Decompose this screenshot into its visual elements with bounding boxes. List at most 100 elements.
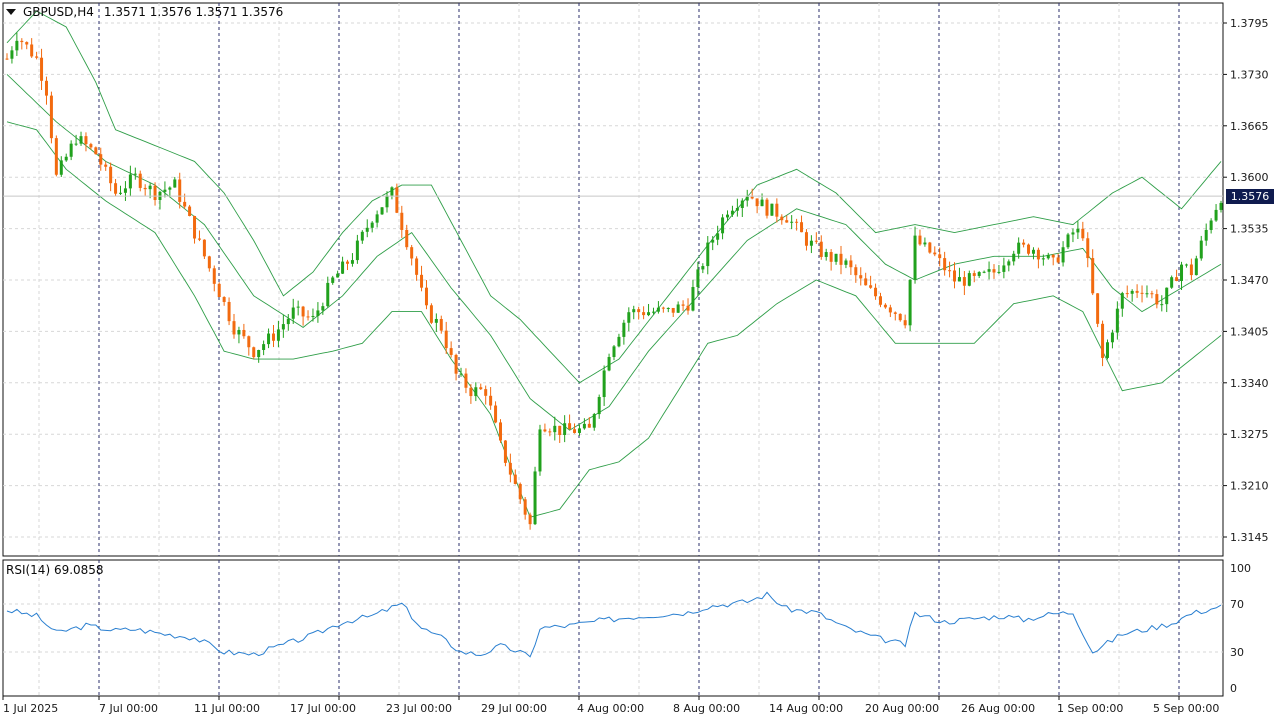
bull-candle[interactable] (119, 192, 123, 194)
bull-candle[interactable] (923, 242, 927, 245)
dropdown-triangle-icon[interactable] (6, 9, 16, 15)
bull-candle[interactable] (977, 272, 981, 276)
bull-candle[interactable] (913, 235, 917, 280)
bull-candle[interactable] (691, 287, 695, 311)
bull-candle[interactable] (706, 242, 710, 267)
bear-candle[interactable] (1155, 294, 1159, 305)
bear-candle[interactable] (301, 306, 305, 317)
bull-candle[interactable] (666, 307, 670, 309)
bear-candle[interactable] (943, 258, 947, 271)
bear-candle[interactable] (829, 252, 833, 262)
bear-candle[interactable] (972, 273, 976, 276)
bull-candle[interactable] (735, 207, 739, 211)
bull-candle[interactable] (15, 40, 19, 51)
bull-candle[interactable] (908, 279, 912, 326)
bull-candle[interactable] (1120, 293, 1124, 309)
bull-candle[interactable] (375, 214, 379, 223)
bear-candle[interactable] (1086, 238, 1090, 259)
bear-candle[interactable] (928, 242, 932, 253)
bull-candle[interactable] (365, 227, 369, 232)
bear-candle[interactable] (188, 206, 192, 216)
bear-candle[interactable] (25, 42, 29, 45)
bull-candle[interactable] (716, 233, 720, 240)
bull-candle[interactable] (1199, 240, 1203, 259)
bull-candle[interactable] (533, 471, 537, 525)
bear-candle[interactable] (193, 215, 197, 239)
bear-candle[interactable] (508, 462, 512, 475)
bull-candle[interactable] (1105, 342, 1109, 358)
bull-candle[interactable] (617, 336, 621, 347)
bear-candle[interactable] (1081, 228, 1085, 239)
bear-candle[interactable] (5, 58, 9, 60)
bull-candle[interactable] (1061, 247, 1065, 263)
bull-candle[interactable] (770, 203, 774, 216)
bull-candle[interactable] (336, 273, 340, 278)
bull-candle[interactable] (459, 373, 463, 375)
bull-candle[interactable] (69, 143, 73, 157)
bear-candle[interactable] (494, 405, 498, 423)
bull-candle[interactable] (740, 200, 744, 208)
bear-candle[interactable] (247, 336, 251, 348)
bull-candle[interactable] (10, 50, 14, 59)
bear-candle[interactable] (449, 348, 453, 355)
bear-candle[interactable] (454, 354, 458, 374)
bull-candle[interactable] (128, 174, 132, 189)
bull-candle[interactable] (1194, 258, 1198, 276)
bear-candle[interactable] (30, 44, 34, 57)
bull-candle[interactable] (1066, 234, 1070, 248)
bull-candle[interactable] (311, 315, 315, 317)
bear-candle[interactable] (785, 220, 789, 223)
bear-candle[interactable] (755, 198, 759, 207)
bear-candle[interactable] (568, 423, 572, 430)
bear-candle[interactable] (814, 240, 818, 242)
bear-candle[interactable] (222, 297, 226, 302)
bull-candle[interactable] (656, 307, 660, 312)
bull-candle[interactable] (701, 266, 705, 270)
bear-candle[interactable] (898, 313, 902, 321)
bear-candle[interactable] (44, 80, 48, 96)
bull-candle[interactable] (291, 307, 295, 319)
bull-candle[interactable] (760, 199, 764, 207)
bull-candle[interactable] (123, 188, 127, 193)
bear-candle[interactable] (637, 309, 641, 313)
bear-candle[interactable] (89, 144, 93, 148)
bear-candle[interactable] (143, 187, 147, 190)
bear-candle[interactable] (1189, 264, 1193, 276)
bear-candle[interactable] (819, 241, 823, 257)
bear-candle[interactable] (587, 423, 591, 428)
bear-candle[interactable] (54, 138, 58, 175)
bull-candle[interactable] (577, 428, 581, 433)
bear-candle[interactable] (252, 347, 256, 358)
bull-candle[interactable] (651, 311, 655, 313)
bear-candle[interactable] (94, 147, 98, 155)
bull-candle[interactable] (385, 195, 389, 208)
bull-candle[interactable] (834, 253, 838, 262)
bear-candle[interactable] (489, 395, 493, 406)
bull-candle[interactable] (173, 179, 177, 188)
bull-candle[interactable] (1115, 308, 1119, 333)
bear-candle[interactable] (543, 429, 547, 432)
bull-candle[interactable] (607, 357, 611, 371)
bull-candle[interactable] (627, 312, 631, 323)
bull-candle[interactable] (1214, 209, 1218, 221)
bear-candle[interactable] (183, 201, 187, 207)
bull-candle[interactable] (711, 239, 715, 243)
bull-candle[interactable] (622, 322, 626, 337)
bear-candle[interactable] (962, 277, 966, 286)
bull-candle[interactable] (1017, 242, 1021, 254)
bull-candle[interactable] (74, 143, 78, 145)
bull-candle[interactable] (390, 187, 394, 196)
bear-candle[interactable] (1125, 293, 1129, 295)
bull-candle[interactable] (1165, 287, 1169, 305)
bull-candle[interactable] (1209, 220, 1213, 230)
bull-candle[interactable] (1012, 253, 1016, 262)
bear-candle[interactable] (429, 305, 433, 323)
bull-candle[interactable] (1130, 290, 1134, 294)
bull-candle[interactable] (148, 185, 152, 190)
bear-candle[interactable] (558, 425, 562, 435)
bull-candle[interactable] (1204, 229, 1208, 241)
bull-candle[interactable] (326, 282, 330, 307)
bull-candle[interactable] (1041, 258, 1045, 260)
bear-candle[interactable] (197, 238, 201, 240)
bear-candle[interactable] (40, 57, 44, 81)
